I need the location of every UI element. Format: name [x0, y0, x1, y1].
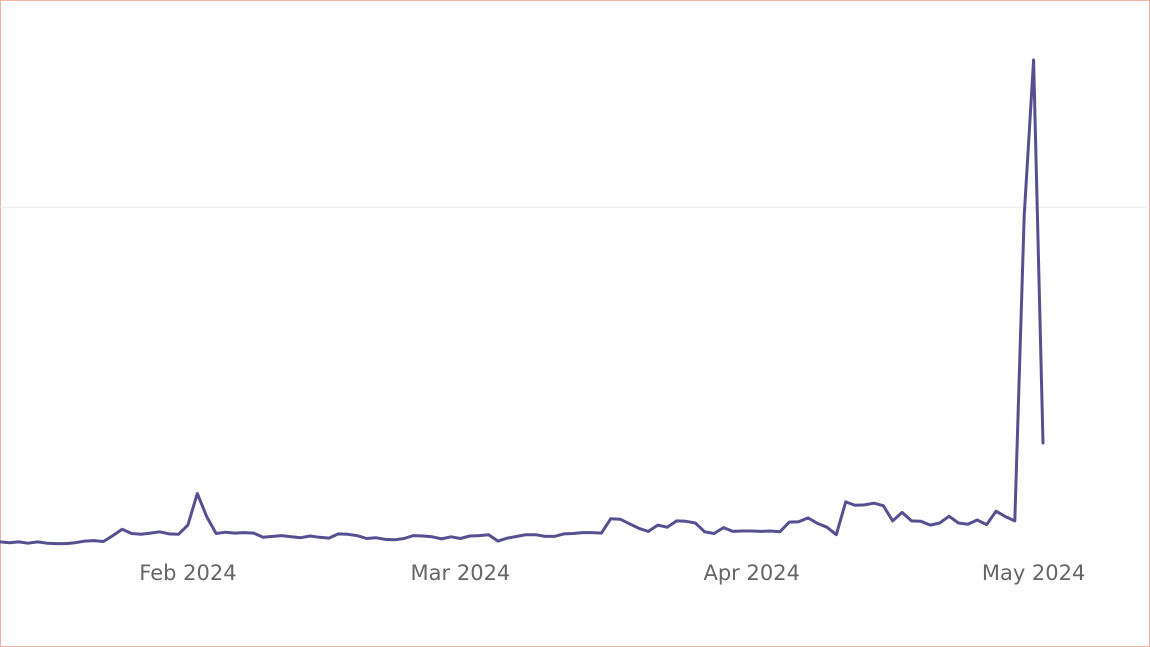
x-tick-label: May 2024	[982, 561, 1086, 585]
series-layer	[0, 58, 1045, 546]
x-tick-label: Mar 2024	[411, 561, 511, 585]
x-tick-label: Apr 2024	[703, 561, 799, 585]
x-axis-ticks: Feb 2024 Mar 2024 Apr 2024 May 2024	[139, 561, 1085, 585]
x-tick-label: Feb 2024	[139, 561, 236, 585]
series-line-0	[0, 58, 1045, 546]
